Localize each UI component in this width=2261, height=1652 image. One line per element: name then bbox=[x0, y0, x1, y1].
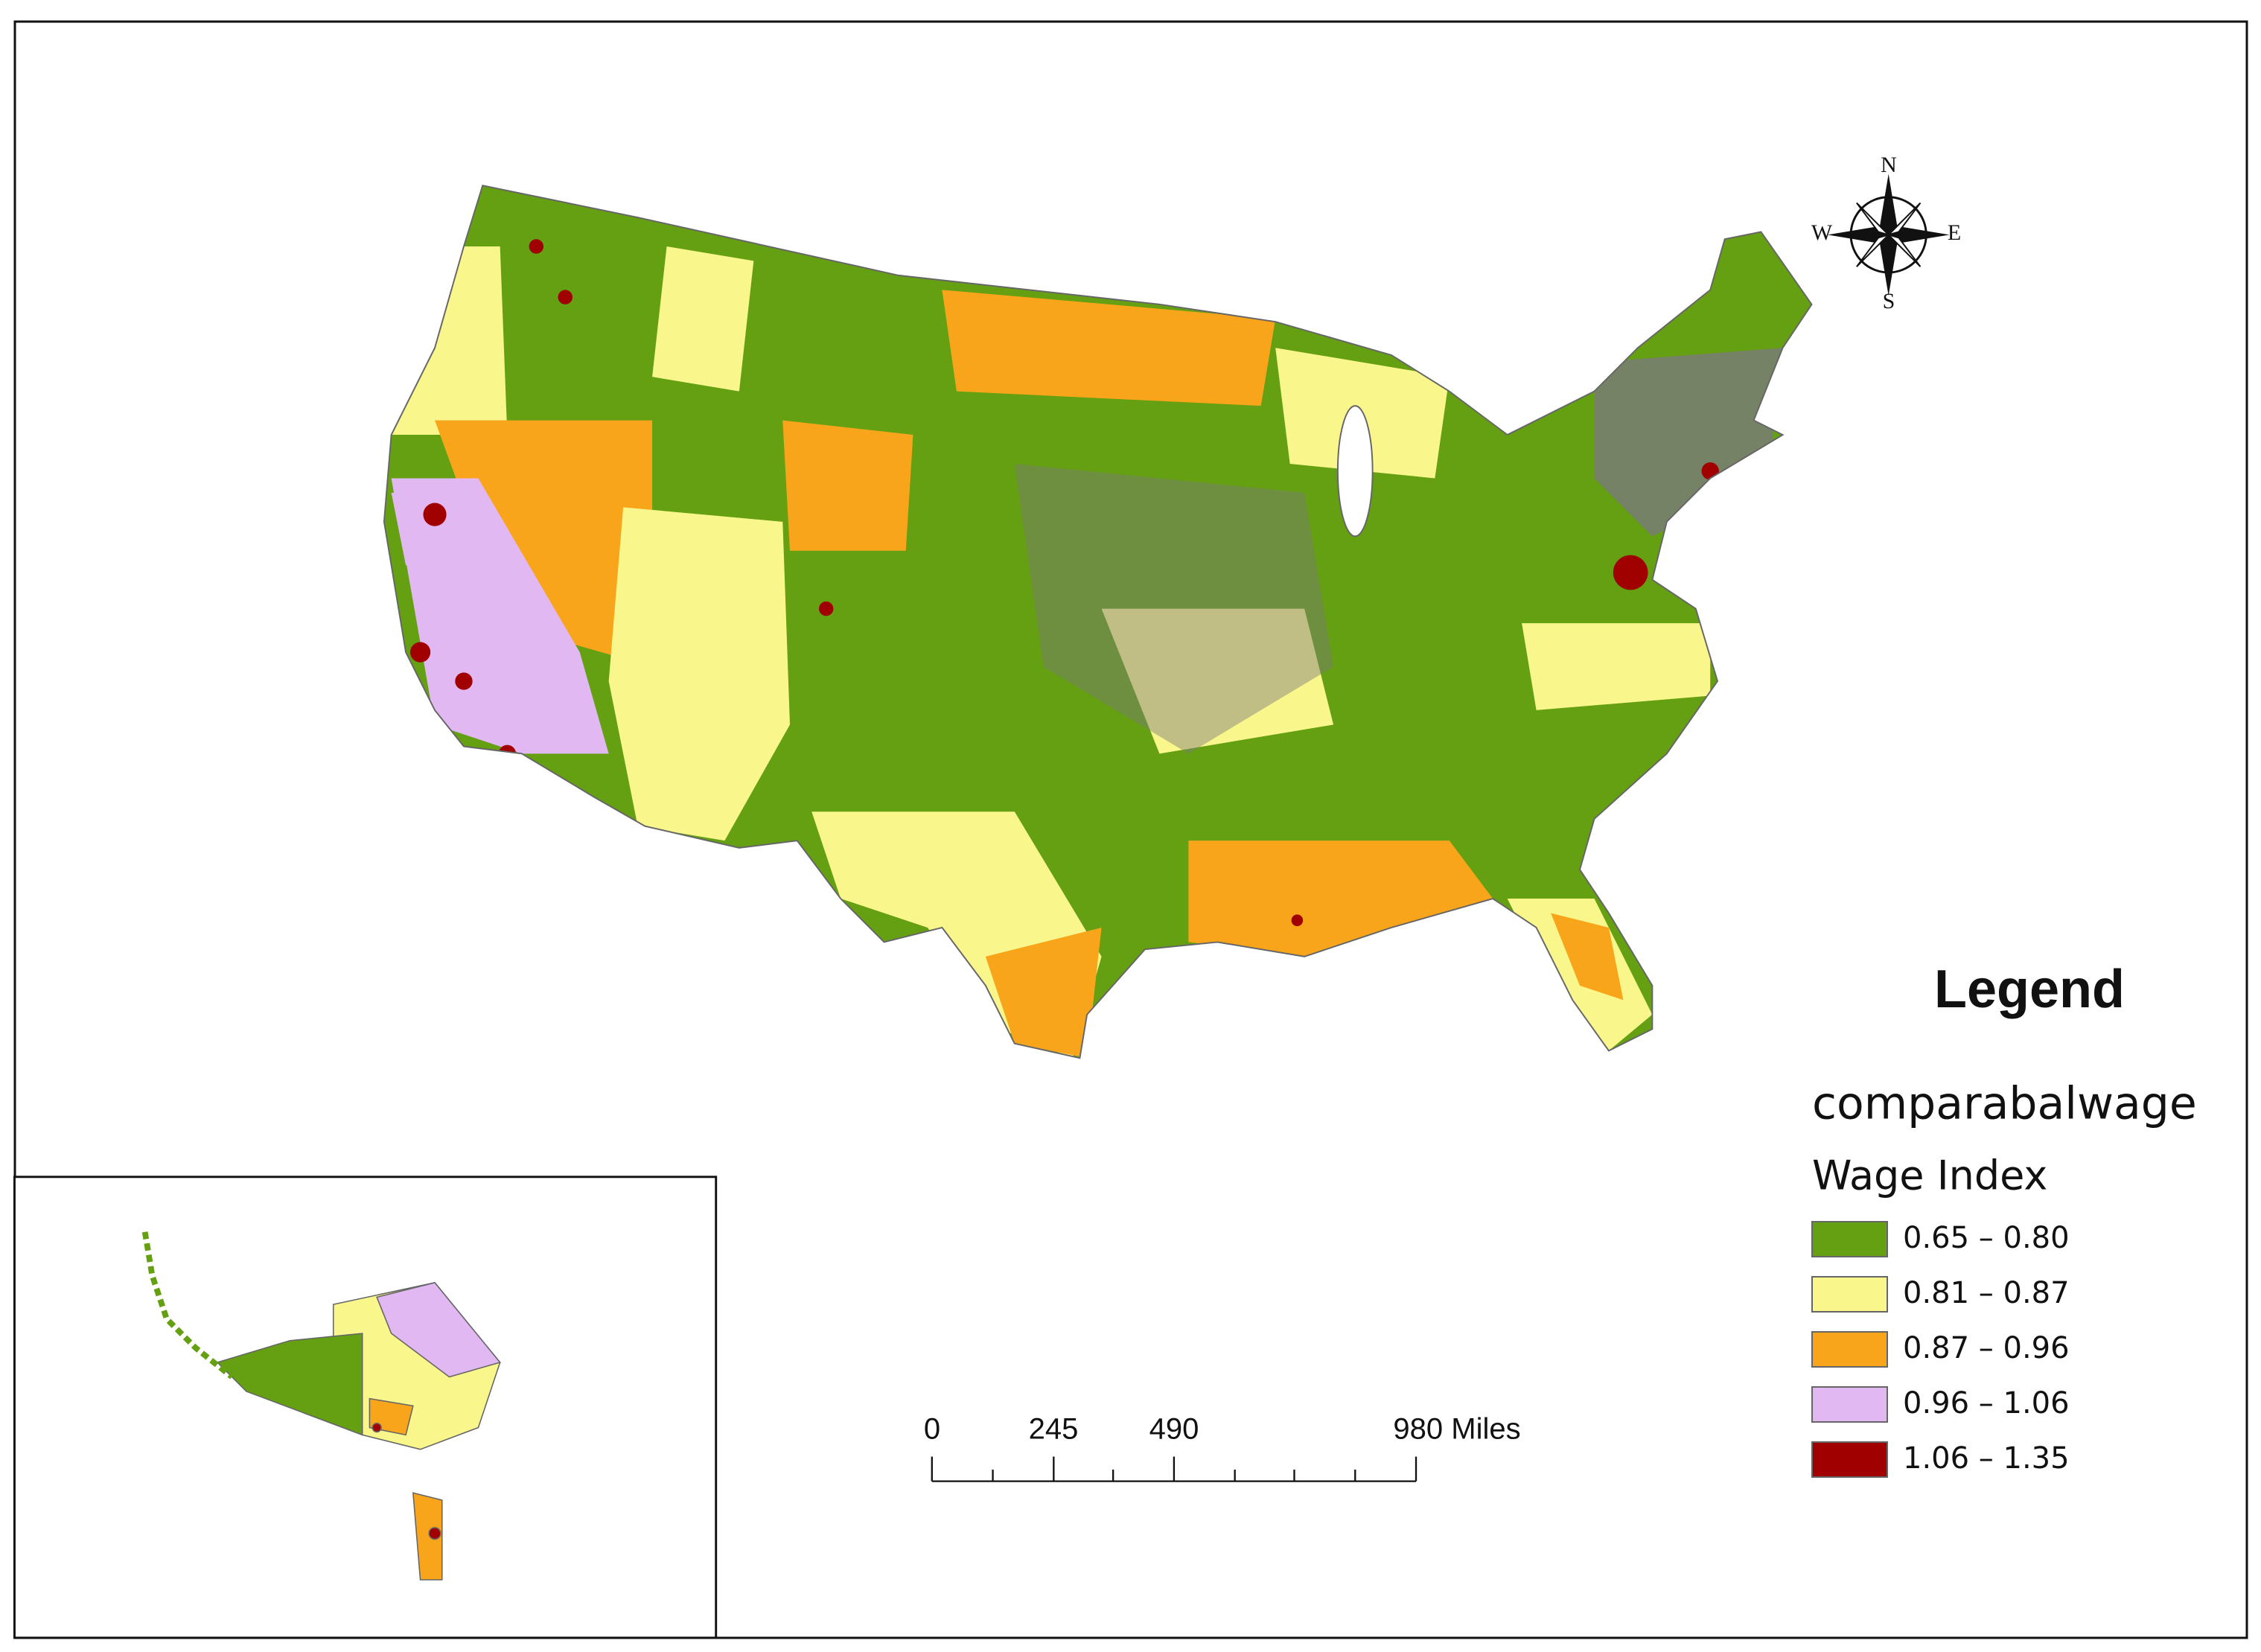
region bbox=[529, 239, 544, 254]
scale-label: 245 bbox=[1029, 1413, 1079, 1446]
legend-swatch bbox=[1811, 1386, 1888, 1423]
legend-label: 0.87 – 0.96 bbox=[1903, 1331, 2070, 1365]
region bbox=[455, 672, 473, 690]
legend-title: Legend bbox=[1934, 960, 2125, 1019]
region bbox=[428, 1527, 441, 1540]
region bbox=[558, 290, 573, 304]
region bbox=[1101, 608, 1334, 754]
compass-point bbox=[1856, 233, 1892, 267]
dense-borders bbox=[1014, 463, 1334, 754]
region bbox=[371, 1422, 382, 1433]
region bbox=[782, 420, 913, 551]
alaska bbox=[141, 1231, 501, 1581]
us-outline bbox=[383, 185, 1813, 1059]
region bbox=[608, 507, 791, 841]
region bbox=[412, 1492, 443, 1581]
legend-swatch bbox=[1811, 1331, 1888, 1368]
legend-layer: comparabalwage bbox=[1812, 1078, 2197, 1130]
region bbox=[1613, 555, 1648, 590]
region bbox=[435, 420, 653, 667]
region bbox=[1188, 841, 1493, 957]
legend-swatch bbox=[1811, 1221, 1888, 1257]
region bbox=[1522, 623, 1711, 710]
compass-point bbox=[1886, 233, 1922, 267]
legend-label: 0.65 – 0.80 bbox=[1903, 1221, 2070, 1255]
region bbox=[423, 503, 447, 526]
compass-label: S bbox=[1883, 289, 1895, 313]
compass-point bbox=[1827, 226, 1889, 244]
compass-point bbox=[1888, 226, 1950, 244]
legend-items: 0.65 – 0.80 0.81 – 0.87 0.87 – 0.96 0.96 – … bbox=[1811, 1221, 2070, 1478]
legend-label: 0.81 – 0.87 bbox=[1903, 1276, 2070, 1310]
lake bbox=[1336, 405, 1374, 538]
region bbox=[409, 642, 431, 663]
legend-label: 1.06 – 1.35 bbox=[1903, 1441, 2070, 1476]
compass-point bbox=[1886, 202, 1922, 237]
compass-label: E bbox=[1948, 220, 1961, 245]
region bbox=[652, 246, 754, 392]
region bbox=[1291, 914, 1304, 927]
compass-point bbox=[1856, 202, 1892, 237]
region bbox=[1551, 913, 1624, 1001]
region bbox=[376, 1282, 501, 1378]
region bbox=[942, 290, 1276, 406]
scale-bar bbox=[931, 1456, 1417, 1482]
compass-label: W bbox=[1811, 220, 1833, 245]
aleutians bbox=[141, 1231, 234, 1380]
legend-swatch bbox=[1811, 1276, 1888, 1313]
scale-label: 490 bbox=[1149, 1413, 1199, 1446]
compass-point bbox=[1879, 235, 1898, 296]
region bbox=[985, 927, 1102, 1059]
compass-rose bbox=[1827, 173, 1950, 296]
region bbox=[216, 1333, 363, 1436]
legend-label: 0.96 – 1.06 bbox=[1903, 1386, 2070, 1420]
compass-point bbox=[1879, 173, 1898, 235]
legend-field: Wage Index bbox=[1812, 1152, 2047, 1199]
legend-swatch bbox=[1811, 1441, 1888, 1478]
scale-label: 980 Miles bbox=[1393, 1413, 1520, 1446]
scale-label: 0 bbox=[924, 1413, 940, 1446]
compass-label: N bbox=[1881, 153, 1897, 177]
region bbox=[818, 601, 834, 616]
